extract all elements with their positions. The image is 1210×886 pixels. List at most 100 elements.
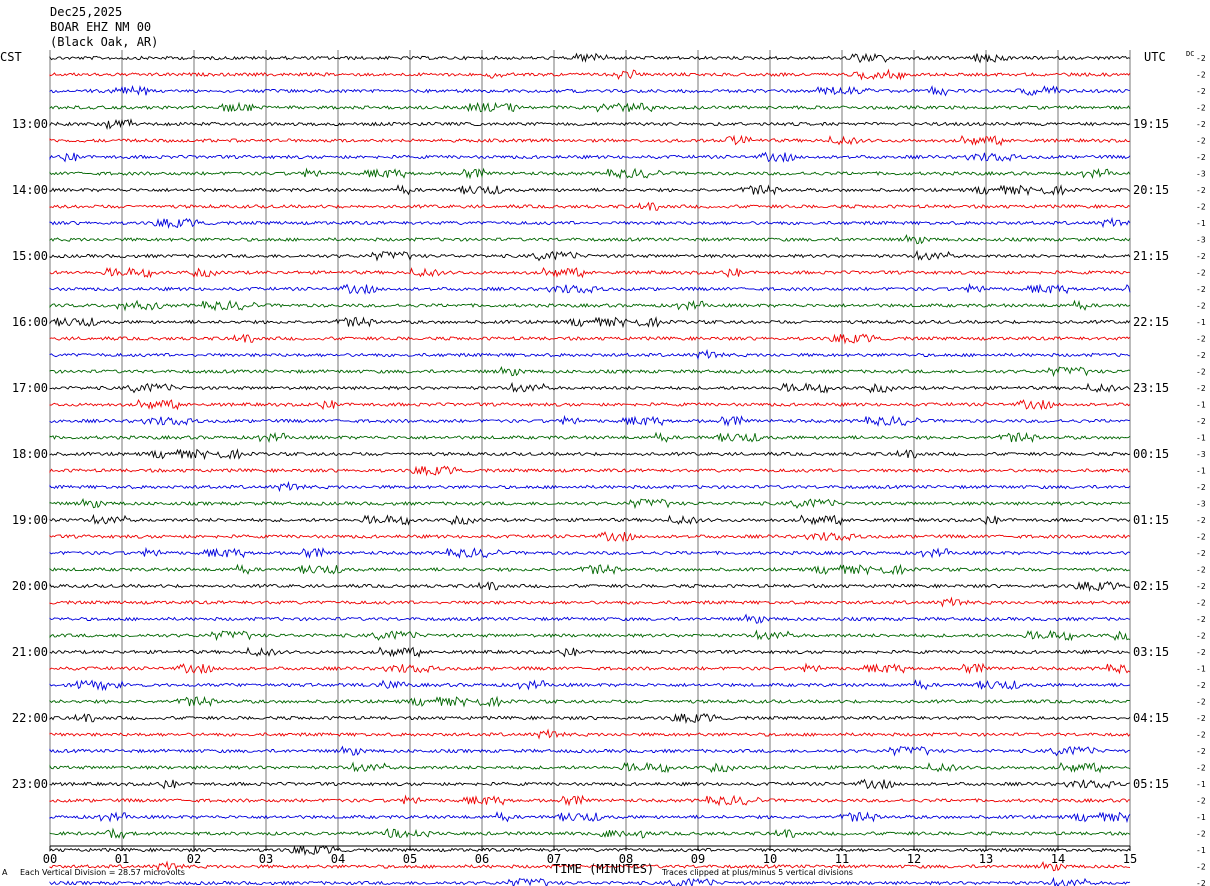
- x-tick-label: 02: [187, 852, 201, 866]
- right-hour-label: 22:15: [1133, 315, 1169, 329]
- left-hour-label: 17:00: [12, 381, 48, 395]
- trace-row: [49, 745, 1131, 757]
- header-location: (Black Oak, AR): [50, 35, 159, 49]
- x-tick-label: 15: [1123, 852, 1137, 866]
- dc-offset-value: -2: [1196, 137, 1206, 146]
- trace-row: [49, 761, 1131, 774]
- x-tick-label: 14: [1051, 852, 1065, 866]
- dc-offset-value: -1: [1196, 219, 1206, 228]
- dc-offset-value: -2: [1196, 285, 1206, 294]
- right-hour-label: 19:15: [1133, 117, 1169, 131]
- dc-offset-value: -2: [1196, 566, 1206, 575]
- dc-offset-value: -2: [1196, 747, 1206, 756]
- dc-offset-value: -3: [1196, 500, 1206, 509]
- x-tick-label: 03: [259, 852, 273, 866]
- trace-row: [49, 414, 1131, 427]
- right-hour-label: 05:15: [1133, 777, 1169, 791]
- dc-offset-value: -2: [1196, 549, 1206, 558]
- trace-row: [49, 713, 1131, 725]
- trace-row: [49, 811, 1131, 824]
- trace-row: [49, 316, 1131, 329]
- dc-offset-value: -1: [1196, 434, 1206, 443]
- dc-offset-value: -2: [1196, 368, 1206, 377]
- right-hour-label: 02:15: [1133, 579, 1169, 593]
- trace-row: [49, 679, 1131, 692]
- trace-row: [49, 249, 1131, 262]
- dc-offset-value: -2: [1196, 714, 1206, 723]
- trace-row: [49, 563, 1131, 576]
- trace-row: [49, 531, 1131, 543]
- x-tick-label: 13: [979, 852, 993, 866]
- trace-row: [49, 662, 1131, 675]
- dc-offset-value: -1: [1196, 467, 1206, 476]
- dc-offset-value: -1: [1196, 780, 1206, 789]
- left-hour-label: 18:00: [12, 447, 48, 461]
- dc-offset-value: -2: [1196, 582, 1206, 591]
- right-hour-label: 00:15: [1133, 447, 1169, 461]
- x-tick-label: 00: [43, 852, 57, 866]
- dc-offset-value: -2: [1196, 104, 1206, 113]
- dc-offset-value: -2: [1196, 863, 1206, 872]
- trace-row: [49, 101, 1131, 113]
- dc-offset-value: -2: [1196, 516, 1206, 525]
- trace-row: [49, 480, 1131, 493]
- trace-row: [49, 118, 1131, 131]
- trace-row: [49, 860, 1131, 872]
- dc-offset-value: -3: [1196, 450, 1206, 459]
- right-hour-label: 01:15: [1133, 513, 1169, 527]
- dc-offset-value: -2: [1196, 203, 1206, 212]
- trace-row: [49, 695, 1131, 708]
- x-tick-label: 07: [547, 852, 561, 866]
- dc-offset-value: -1: [1196, 813, 1206, 822]
- left-hour-label: 16:00: [12, 315, 48, 329]
- left-hour-label: 23:00: [12, 777, 48, 791]
- trace-row: [49, 134, 1131, 147]
- header-station: BOAR EHZ NM 00: [50, 20, 152, 34]
- trace-row: [49, 151, 1131, 163]
- dc-offset-value: -2: [1196, 252, 1206, 261]
- trace-row: [49, 299, 1131, 312]
- x-tick-label: 08: [619, 852, 633, 866]
- left-hour-label: 19:00: [12, 513, 48, 527]
- right-hour-label: 20:15: [1133, 183, 1169, 197]
- dc-offset-value: -2: [1196, 797, 1206, 806]
- trace-row: [49, 366, 1131, 378]
- trace-row: [49, 84, 1131, 97]
- dc-offset-value: -2: [1196, 879, 1206, 886]
- left-hour-label: 20:00: [12, 579, 48, 593]
- dc-offset-value: -2: [1196, 120, 1206, 129]
- x-axis-title: TIME (MINUTES): [553, 862, 655, 876]
- trace-row: [49, 845, 1131, 857]
- dc-offset-value: -3: [1196, 170, 1206, 179]
- x-tick-label: 10: [763, 852, 777, 866]
- dc-offset-value: -2: [1196, 615, 1206, 624]
- x-tick-label: 11: [835, 852, 849, 866]
- trace-row: [49, 728, 1131, 740]
- dc-offset-value: -2: [1196, 632, 1206, 641]
- right-timezone-label: UTC: [1144, 50, 1166, 64]
- x-tick-label: 05: [403, 852, 417, 866]
- left-timezone-label: CST: [0, 50, 22, 64]
- dc-offset-header: DC: [1186, 50, 1195, 58]
- corner-mark: A: [2, 868, 8, 877]
- trace-row: [49, 546, 1131, 559]
- trace-row: [49, 794, 1131, 807]
- trace-row: [49, 431, 1131, 444]
- right-hour-label: 04:15: [1133, 711, 1169, 725]
- dc-offset-value: -1: [1196, 401, 1206, 410]
- dc-offset-value: -2: [1196, 384, 1206, 393]
- dc-offset-value: -2: [1196, 533, 1206, 542]
- trace-row: [49, 613, 1131, 624]
- trace-row: [49, 827, 1131, 840]
- dc-offset-value: -2: [1196, 698, 1206, 707]
- right-hour-label: 03:15: [1133, 645, 1169, 659]
- left-hour-label: 15:00: [12, 249, 48, 263]
- dc-offset-value: -2: [1196, 599, 1206, 608]
- trace-row: [49, 167, 1131, 180]
- left-hour-label: 22:00: [12, 711, 48, 725]
- trace-row: [49, 778, 1131, 790]
- dc-offset-value: -2: [1196, 351, 1206, 360]
- trace-row: [49, 596, 1131, 608]
- dc-offset-value: -2: [1196, 830, 1206, 839]
- right-hour-label: 21:15: [1133, 249, 1169, 263]
